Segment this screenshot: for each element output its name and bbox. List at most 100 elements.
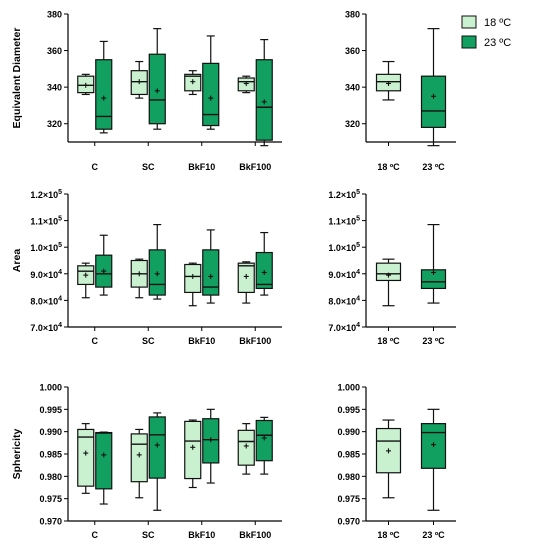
box-iqr: [184, 420, 202, 480]
y-tick-label: 0.975: [39, 494, 62, 504]
y-tick-label: 1.000: [337, 383, 360, 393]
y-tick-label: 7.0×104: [328, 322, 360, 333]
box-18C-18C: [375, 60, 402, 101]
box-18C-C: [77, 262, 95, 299]
y-tick-label: 0.985: [337, 450, 360, 460]
legend-swatch-23c: [461, 35, 477, 49]
x-tick-label: C: [92, 530, 99, 540]
y-axis-label: Sphericity: [11, 428, 23, 479]
y-tick-label: 1.000: [39, 383, 62, 393]
y-tick-label: 0.975: [337, 494, 360, 504]
y-axis-label: Area: [11, 249, 23, 273]
x-tick-label: C: [92, 336, 99, 346]
y-tick-label: 0.970: [337, 517, 360, 527]
y-tick-label: 320: [345, 119, 360, 129]
y-tick-label: 320: [47, 119, 62, 129]
x-tick-label: SC: [142, 162, 155, 172]
y-tick-label: 1.0×105: [328, 242, 360, 253]
x-tick-label: BkF10: [188, 530, 215, 540]
panel-3: 7.0×104 8.0×104 9.0×104 1.0×105 1.1×105 1.2×1…: [328, 189, 456, 346]
y-tick-label: 380: [345, 10, 360, 20]
y-tick-label: 0.995: [337, 405, 360, 415]
x-tick-label: 23 ºC: [422, 336, 445, 346]
box-iqr: [77, 428, 95, 487]
box-18C-BkF100: [237, 423, 255, 475]
panel-4: 0.970 0.975 0.980 0.985 0.990 0.995 1.000 Spher…: [11, 383, 282, 540]
box-18C-SC: [130, 428, 148, 499]
x-tick-label: 23 ºC: [422, 162, 445, 172]
y-tick-label: 0.990: [337, 427, 360, 437]
box-18C-C: [77, 73, 95, 96]
panel-2: 7.0×104 8.0×104 9.0×104 1.0×105 1.1×105 1.2×1…: [11, 189, 282, 346]
box-iqr: [255, 419, 273, 462]
box-23C-23C: [420, 223, 447, 304]
y-tick-label: 340: [47, 83, 62, 93]
x-tick-label: BkF100: [239, 530, 271, 540]
box-23C-23C: [420, 28, 447, 147]
legend-label-23c: 23 ºC: [484, 37, 511, 49]
y-tick-label: 1.1×105: [328, 216, 360, 227]
y-tick-label: 0.980: [337, 472, 360, 482]
x-tick-label: BkF100: [239, 162, 271, 172]
box-18C-C: [77, 423, 95, 494]
box-23C-BkF100: [255, 38, 273, 147]
legend: 18 ºC 23 ºC: [461, 15, 511, 49]
y-tick-label: 1.0×105: [30, 242, 62, 253]
box-23C-SC: [148, 28, 166, 130]
x-tick-label: 18 ºC: [377, 336, 400, 346]
legend-label-18c: 18 ºC: [484, 17, 511, 29]
x-tick-label: 18 ºC: [377, 530, 400, 540]
legend-swatch-18c: [461, 15, 477, 29]
box-iqr: [375, 262, 402, 282]
x-tick-label: SC: [142, 530, 155, 540]
box-18C-BkF10: [184, 419, 202, 489]
box-18C-18C: [375, 419, 402, 499]
y-tick-label: 9.0×104: [30, 269, 62, 280]
x-tick-label: C: [92, 162, 99, 172]
box-23C-23C: [420, 408, 447, 511]
box-18C-18C: [375, 258, 402, 307]
box-18C-BkF100: [237, 261, 255, 304]
box-iqr: [420, 269, 447, 290]
y-tick-label: 7.0×104: [30, 322, 62, 333]
x-tick-label: SC: [142, 336, 155, 346]
box-iqr: [95, 431, 113, 490]
x-tick-label: BkF10: [188, 336, 215, 346]
y-tick-label: 340: [345, 83, 360, 93]
y-tick-label: 0.980: [39, 472, 62, 482]
box-23C-BkF10: [202, 408, 220, 484]
y-tick-label: 360: [47, 46, 62, 56]
box-iqr: [202, 62, 220, 127]
box-18C-SC: [130, 258, 148, 299]
x-tick-label: BkF100: [239, 336, 271, 346]
y-tick-label: 1.1×105: [30, 216, 62, 227]
y-tick-label: 380: [47, 10, 62, 20]
y-tick-label: 8.0×104: [328, 295, 360, 306]
panel-1: 320 340 360 380 18 ºC 23 ºC: [345, 10, 456, 172]
panel-5: 0.970 0.975 0.980 0.985 0.990 0.995 1.000 18 ºC…: [337, 383, 456, 540]
box-23C-BkF10: [202, 229, 220, 304]
box-23C-SC: [148, 412, 166, 511]
y-tick-label: 360: [345, 46, 360, 56]
panels-layer: 320 340 360 380 Equivalent Diameter C SC BkF10 B…: [11, 10, 456, 540]
box-23C-BkF100: [255, 416, 273, 475]
box-18C-BkF100: [237, 75, 255, 94]
box-23C-C: [95, 431, 113, 505]
x-tick-label: BkF10: [188, 162, 215, 172]
box-23C-C: [95, 234, 113, 296]
box-iqr: [202, 249, 220, 296]
box-iqr: [420, 75, 447, 128]
box-18C-BkF10: [184, 70, 202, 96]
box-23C-BkF10: [202, 35, 220, 130]
y-tick-label: 8.0×104: [30, 295, 62, 306]
y-tick-label: 0.985: [39, 450, 62, 460]
box-iqr: [130, 433, 148, 483]
box-23C-SC: [148, 223, 166, 300]
box-23C-C: [95, 40, 113, 134]
y-tick-label: 0.970: [39, 517, 62, 527]
x-tick-label: 18 ºC: [377, 162, 400, 172]
box-iqr: [95, 59, 113, 130]
y-tick-label: 0.995: [39, 405, 62, 415]
panel-0: 320 340 360 380 Equivalent Diameter C SC BkF10 B…: [11, 10, 282, 172]
